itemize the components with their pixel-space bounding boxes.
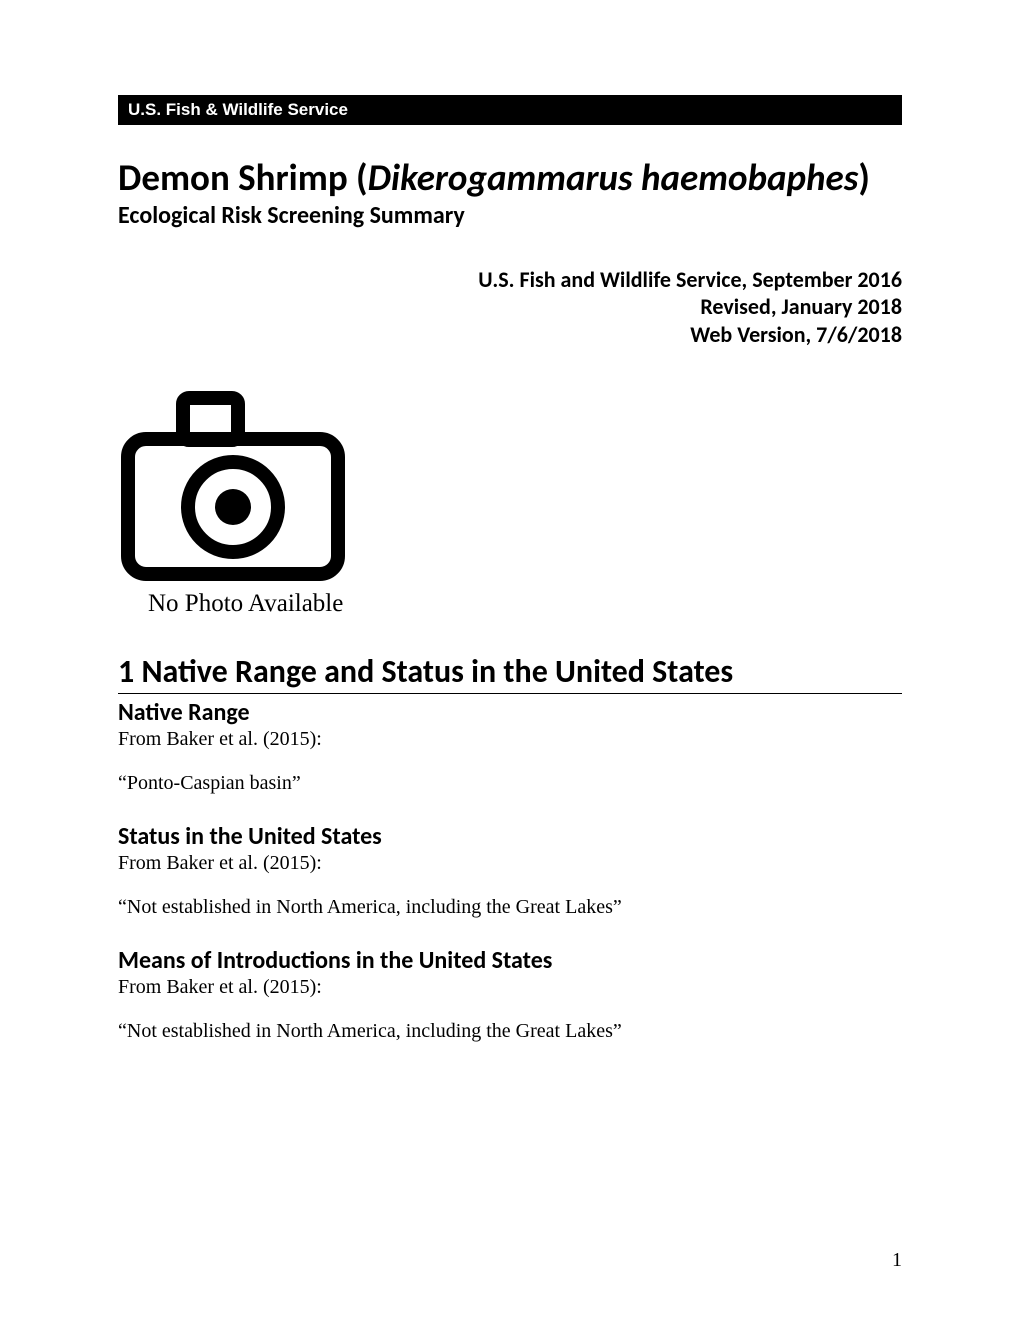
means-intro-source: From Baker et al. (2015): [118,975,902,999]
subheading-status-us: Status in the United States [118,822,902,851]
document-title: Demon Shrimp (Dikerogammarus haemobaphes… [118,157,902,200]
document-meta: U.S. Fish and Wildlife Service, Septembe… [118,266,902,349]
title-suffix: ) [858,155,870,200]
native-range-source: From Baker et al. (2015): [118,727,902,751]
document-subtitle: Ecological Risk Screening Summary [118,201,902,230]
page-number: 1 [892,1249,902,1272]
status-us-source: From Baker et al. (2015): [118,851,902,875]
native-range-quote: “Ponto-Caspian basin” [118,771,902,795]
camera-icon [118,384,348,584]
no-photo-placeholder: No Photo Available [118,384,348,618]
meta-web-version: Web Version, 7/6/2018 [118,321,902,349]
means-intro-quote: “Not established in North America, inclu… [118,1019,902,1043]
subheading-native-range: Native Range [118,698,902,727]
meta-agency-date: U.S. Fish and Wildlife Service, Septembe… [118,266,902,294]
title-scientific-name: Dikerogammarus haemobaphes [368,155,859,200]
status-us-quote: “Not established in North America, inclu… [118,895,902,919]
meta-revised-date: Revised, January 2018 [118,293,902,321]
subheading-means-intro: Means of Introductions in the United Sta… [118,946,902,975]
org-header-bar: U.S. Fish & Wildlife Service [118,95,902,125]
no-photo-label: No Photo Available [148,590,348,618]
title-prefix: Demon Shrimp ( [118,155,368,200]
section-1-heading: 1 Native Range and Status in the United … [118,652,902,694]
